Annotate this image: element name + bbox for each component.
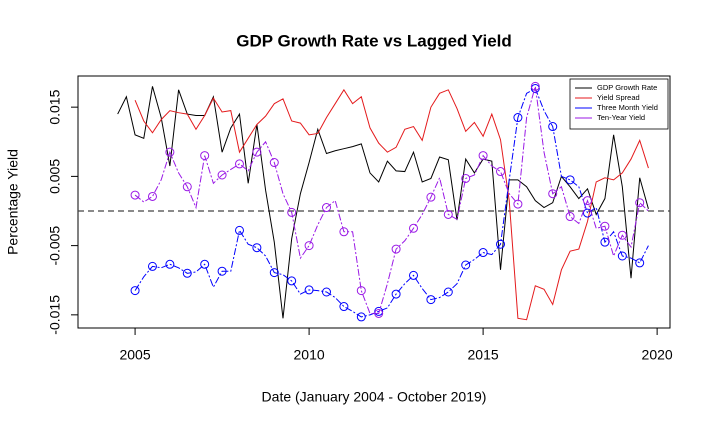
series-marker xyxy=(617,251,627,261)
series-marker xyxy=(147,261,157,271)
series-marker xyxy=(391,289,401,299)
series-marker xyxy=(287,207,297,217)
series-marker xyxy=(409,223,419,233)
series-marker xyxy=(269,158,279,168)
series-marker xyxy=(252,147,262,157)
x-tick-label: 2005 xyxy=(119,347,150,363)
chart-title: GDP Growth Rate vs Lagged Yield xyxy=(236,31,512,50)
legend-label: Ten-Year Yield xyxy=(597,113,645,122)
series-marker xyxy=(165,259,175,269)
legend-label: GDP Growth Rate xyxy=(597,83,657,92)
series-marker xyxy=(513,113,523,123)
series-marker xyxy=(339,302,349,312)
y-tick-label: -0.005 xyxy=(47,226,63,266)
series-marker xyxy=(635,258,645,268)
series-marker xyxy=(530,83,540,93)
y-tick-label: -0.015 xyxy=(47,295,63,335)
series-marker xyxy=(252,243,262,253)
series-marker xyxy=(426,295,436,305)
series-marker xyxy=(165,147,175,157)
y-tick-label: 0.015 xyxy=(47,89,63,124)
series-marker xyxy=(321,203,331,213)
series-marker xyxy=(304,285,314,295)
series-marker xyxy=(513,199,523,209)
series-line xyxy=(134,87,649,318)
series-marker xyxy=(478,248,488,258)
series-marker xyxy=(565,175,575,185)
series-marker xyxy=(217,170,227,180)
x-axis-label: Date (January 2004 - October 2019) xyxy=(262,389,487,405)
series-marker xyxy=(234,225,244,235)
series-marker xyxy=(530,81,540,91)
x-tick-label: 2020 xyxy=(642,347,673,363)
series-marker xyxy=(461,173,471,183)
legend-box xyxy=(569,78,669,130)
series-marker xyxy=(287,276,297,286)
series-marker xyxy=(548,189,558,199)
x-tick-label: 2010 xyxy=(294,347,325,363)
series-marker xyxy=(200,151,210,161)
series-marker xyxy=(600,237,610,247)
legend-label: Yield Spread xyxy=(597,93,640,102)
series-marker xyxy=(130,286,140,296)
series-marker xyxy=(391,244,401,254)
series-marker xyxy=(182,268,192,278)
series-marker xyxy=(200,259,210,269)
series-marker xyxy=(496,167,506,177)
plot-frame xyxy=(77,75,671,329)
series-marker xyxy=(461,260,471,270)
series-marker xyxy=(478,151,488,161)
legend-label: Three Month Yield xyxy=(597,103,658,112)
series-marker xyxy=(409,270,419,280)
series-marker xyxy=(374,308,384,318)
series-line xyxy=(134,88,649,321)
series-marker xyxy=(565,212,575,222)
series-marker xyxy=(356,286,366,296)
series-marker xyxy=(217,266,227,276)
y-axis-label: Percentage Yield xyxy=(5,149,21,255)
y-tick-label: 0.005 xyxy=(47,159,63,194)
series-marker xyxy=(147,191,157,201)
series-marker xyxy=(583,196,593,206)
series-marker xyxy=(635,198,645,208)
series-marker xyxy=(130,190,140,200)
series-marker xyxy=(374,306,384,316)
series-marker xyxy=(426,192,436,202)
series-marker xyxy=(321,287,331,297)
series-marker xyxy=(356,312,366,322)
series-marker xyxy=(304,241,314,251)
series-marker xyxy=(182,182,192,192)
series-marker xyxy=(443,209,453,219)
series-marker xyxy=(617,230,627,240)
series-marker xyxy=(339,227,349,237)
series-marker xyxy=(548,122,558,132)
series-line xyxy=(134,86,649,314)
series-marker xyxy=(443,287,453,297)
series-marker xyxy=(600,221,610,231)
series-marker xyxy=(269,268,279,278)
series-marker xyxy=(496,239,506,249)
x-tick-label: 2015 xyxy=(468,347,499,363)
series-marker xyxy=(234,159,244,169)
